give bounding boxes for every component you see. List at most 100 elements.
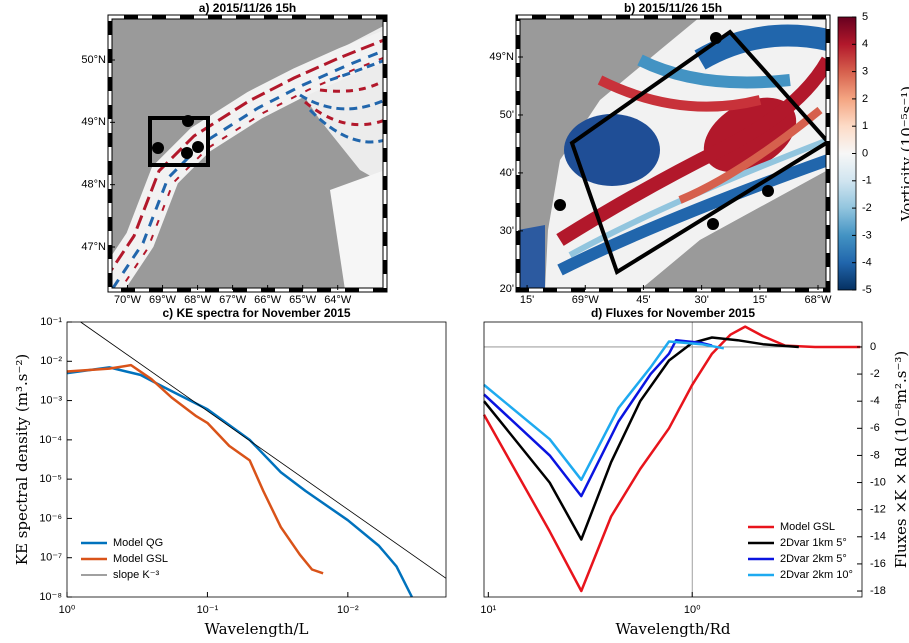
y-tick-label: 10⁻⁴ bbox=[39, 434, 62, 446]
x-tick-label: 45' bbox=[636, 294, 650, 306]
x-tick-label: 66°W bbox=[254, 294, 282, 306]
vorticity-patch bbox=[556, 56, 828, 246]
x-tick-label: 15' bbox=[753, 294, 767, 306]
colorbar-tick-label: -5 bbox=[862, 284, 872, 296]
y-tick-label: 40' bbox=[500, 167, 514, 179]
vorticity-streak bbox=[118, 56, 385, 290]
x-tick-label: 15' bbox=[520, 294, 534, 306]
legend-label: 2Dvar 2km 5° bbox=[780, 553, 847, 565]
colorbar-label: Vorticity (10⁻⁵s⁻¹) bbox=[898, 86, 909, 222]
x-tick-label: 68°W bbox=[184, 294, 212, 306]
y-tick-label: -8 bbox=[870, 449, 880, 461]
colorbar-tick-label: 5 bbox=[862, 11, 868, 23]
vorticity-patch bbox=[678, 106, 823, 204]
y-tick-label: 10⁻⁶ bbox=[39, 512, 62, 524]
axes-frame bbox=[66, 321, 447, 598]
vorticity-streak bbox=[110, 37, 385, 275]
map-b-field bbox=[518, 17, 828, 290]
y-tick-label: 10⁻³ bbox=[40, 394, 62, 406]
x-tick-label: 69°W bbox=[572, 294, 600, 306]
x-tick-label: 10⁻² bbox=[337, 604, 359, 616]
series-line bbox=[483, 340, 725, 482]
legend-label: Model QG bbox=[113, 537, 163, 549]
colorbar-tick-label: -4 bbox=[862, 257, 872, 269]
x-tick-label: 67°W bbox=[219, 294, 247, 306]
legend-label: slope K⁻³ bbox=[113, 569, 159, 581]
vorticity-patch bbox=[694, 24, 828, 70]
series-line bbox=[482, 325, 861, 593]
vorticity-patch bbox=[518, 225, 545, 290]
map-frame-dash bbox=[108, 15, 387, 292]
station bbox=[710, 32, 722, 44]
x-axis-label: Wavelength/L bbox=[204, 620, 308, 638]
y-tick-label: -16 bbox=[870, 558, 886, 570]
y-tick-label: 48°N bbox=[81, 179, 106, 191]
panel-title: d) Fluxes for November 2015 bbox=[591, 306, 755, 320]
y-tick-label: 10⁻⁸ bbox=[39, 591, 62, 603]
y-tick-label: 20' bbox=[500, 283, 514, 295]
panel-title: a) 2015/11/26 15h bbox=[199, 1, 296, 15]
station bbox=[192, 141, 204, 153]
colorbar-tick-label: 2 bbox=[862, 93, 868, 105]
x-tick-label: 10⁻¹ bbox=[197, 604, 219, 616]
y-tick-label: 47°N bbox=[81, 241, 106, 253]
y-tick-label: -10 bbox=[870, 476, 886, 488]
y-tick-label: 10⁻⁵ bbox=[39, 473, 62, 485]
station bbox=[182, 115, 194, 127]
station bbox=[152, 142, 164, 154]
colorbar-tick-label: 0 bbox=[862, 147, 868, 159]
y-tick-label: -14 bbox=[870, 531, 886, 543]
legend-label: 2Dvar 1km 5° bbox=[780, 537, 847, 549]
estuary bbox=[110, 29, 385, 290]
x-tick-label: 30' bbox=[694, 294, 708, 306]
y-tick-label: 0 bbox=[870, 341, 876, 353]
colorbar-tick-label: -2 bbox=[862, 202, 872, 214]
panel-title: b) 2015/11/26 15h bbox=[624, 1, 722, 15]
vorticity-streak bbox=[299, 58, 385, 144]
legend-label: Model GSL bbox=[780, 521, 835, 533]
vorticity-patch bbox=[568, 137, 828, 258]
series-line bbox=[80, 321, 447, 579]
y-tick-label: -4 bbox=[870, 395, 880, 407]
y-tick-label: 49°N bbox=[81, 116, 106, 128]
legend-label: 2Dvar 2km 10° bbox=[780, 569, 853, 581]
panel-title: c) KE spectra for November 2015 bbox=[162, 306, 350, 320]
analysis-box bbox=[569, 29, 828, 276]
y-tick-label: -12 bbox=[870, 504, 886, 516]
y-axis-label: KE spectral density (m³.s⁻²) bbox=[13, 354, 31, 565]
y-tick-label: 10⁻² bbox=[40, 355, 62, 367]
vorticity-patch bbox=[557, 154, 828, 276]
y-axis-label: Fluxes ×K × Rd (10⁻⁸m².s⁻³) bbox=[892, 351, 909, 569]
vorticity-streak bbox=[110, 48, 385, 290]
map-frame-dash bbox=[516, 15, 830, 292]
gulf-water bbox=[330, 170, 385, 290]
vorticity-streak bbox=[304, 78, 385, 127]
axes-frame bbox=[483, 321, 863, 598]
y-tick-label: 50°N bbox=[81, 54, 106, 66]
y-tick-label: -18 bbox=[870, 585, 886, 597]
y-tick-label: -6 bbox=[870, 422, 880, 434]
x-tick-label: 69°W bbox=[149, 294, 177, 306]
zoom-box bbox=[148, 116, 210, 167]
station bbox=[707, 218, 719, 230]
land bbox=[640, 170, 828, 290]
y-tick-label: 50' bbox=[500, 109, 514, 121]
x-tick-label: 70°W bbox=[114, 294, 142, 306]
y-tick-label: 30' bbox=[500, 225, 514, 237]
colorbar-tick-label: -3 bbox=[862, 229, 872, 241]
colorbar-tick-label: 4 bbox=[862, 38, 868, 50]
y-tick-label: 10⁻¹ bbox=[40, 316, 62, 328]
y-tick-label: 10⁻⁷ bbox=[40, 552, 62, 564]
series-line bbox=[66, 366, 414, 598]
x-tick-label: 10⁰ bbox=[684, 604, 701, 616]
y-tick-label: 49°N bbox=[489, 51, 514, 63]
x-tick-label: 10⁰ bbox=[59, 604, 76, 616]
colorbar-tick-label: 3 bbox=[862, 66, 868, 78]
vorticity-patch bbox=[597, 75, 762, 112]
x-tick-label: 10¹ bbox=[480, 604, 496, 616]
x-tick-label: 68°W bbox=[804, 294, 832, 306]
x-tick-label: 65°W bbox=[289, 294, 317, 306]
station bbox=[554, 199, 566, 211]
colorbar-tick-label: 1 bbox=[862, 120, 868, 132]
